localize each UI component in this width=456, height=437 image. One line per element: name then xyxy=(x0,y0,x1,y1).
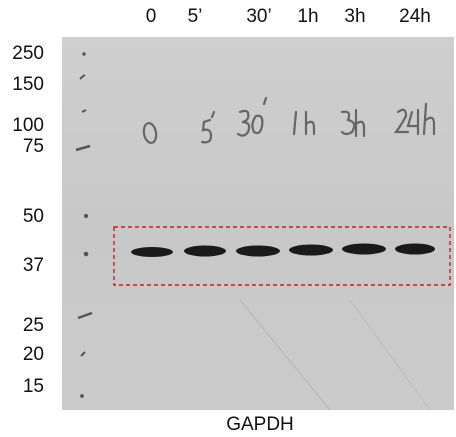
ladder-mark-20 xyxy=(80,351,86,357)
marker-37: 37 xyxy=(22,255,44,276)
marker-100: 100 xyxy=(12,115,44,136)
handwritten-5min xyxy=(200,110,216,144)
marker-25: 25 xyxy=(22,315,44,336)
marker-250: 250 xyxy=(12,43,44,64)
lane-label-0: 0 xyxy=(145,6,157,27)
ladder-mark-250 xyxy=(82,52,86,56)
handwritten-3h xyxy=(340,108,366,138)
lane-label-24h: 24h xyxy=(399,6,431,27)
band-lane-5min xyxy=(184,245,226,257)
lane-label-1h: 1h xyxy=(297,6,319,27)
ladder-mark-150 xyxy=(79,74,86,80)
marker-20: 20 xyxy=(22,344,44,365)
marker-150: 150 xyxy=(12,74,44,95)
lane-label-30min: 30’ xyxy=(246,6,272,27)
handwritten-labels xyxy=(142,96,436,145)
blot-membrane xyxy=(62,37,454,410)
handwritten-30min xyxy=(236,96,268,137)
highlight-box xyxy=(113,226,451,286)
lane-label-3h: 3h xyxy=(344,6,366,27)
protein-caption: GAPDH xyxy=(226,414,294,435)
handwritten-1h xyxy=(292,110,316,136)
streak-2 xyxy=(349,299,431,411)
streak-1 xyxy=(239,299,331,411)
marker-75: 75 xyxy=(22,136,44,157)
gapdh-bands xyxy=(131,243,435,257)
lane-label-5min: 5’ xyxy=(187,6,203,27)
ladder-mark-37 xyxy=(83,251,89,257)
ladder-mark-75 xyxy=(75,144,91,152)
marker-50: 50 xyxy=(22,206,44,227)
handwritten-0 xyxy=(142,121,158,145)
band-lane-0 xyxy=(131,247,173,257)
ladder-mark-15 xyxy=(80,394,84,398)
band-lane-30min xyxy=(236,245,280,257)
band-lane-3h xyxy=(342,243,386,255)
band-lane-1h xyxy=(289,244,333,256)
band-lane-24h xyxy=(395,243,435,255)
ladder-mark-50 xyxy=(83,213,89,219)
ladder-mark-100 xyxy=(81,109,87,113)
ladder-mark-25 xyxy=(77,311,93,320)
ladder-marks xyxy=(75,52,93,398)
marker-15: 15 xyxy=(22,376,44,397)
handwritten-24h xyxy=(393,102,436,136)
